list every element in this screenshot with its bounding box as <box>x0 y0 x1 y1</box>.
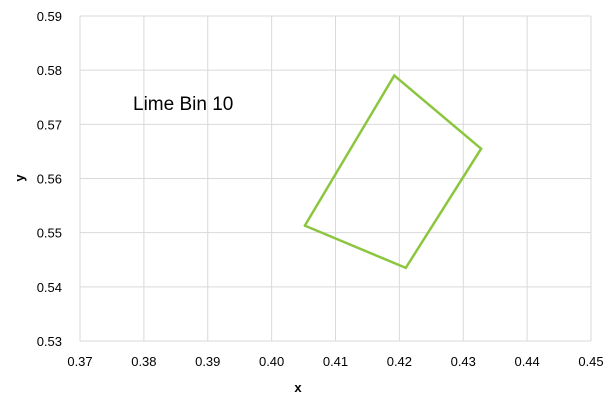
x-tick-label: 0.39 <box>195 354 220 369</box>
x-tick-label: 0.42 <box>387 354 412 369</box>
data-point-2 <box>479 147 483 150</box>
data-point-4 <box>303 224 307 227</box>
y-tick-label: 0.55 <box>37 226 62 241</box>
x-tick-labels: 0.37 0.38 0.39 0.40 0.41 0.42 0.43 0.44 0.45 <box>67 354 603 369</box>
data-point-1 <box>393 74 396 77</box>
x-axis-title: x <box>294 380 302 395</box>
y-tick-label: 0.57 <box>37 117 62 132</box>
grid <box>79 15 592 342</box>
y-tick-label: 0.53 <box>37 334 62 349</box>
x-tick-label: 0.45 <box>578 354 603 369</box>
series-layer <box>303 73 483 270</box>
data-point-3 <box>404 266 407 270</box>
x-tick-label: 0.44 <box>514 354 539 369</box>
chart-annotation: Lime Bin 10 <box>133 94 233 115</box>
series-line-0 <box>303 73 483 270</box>
x-tick-label: 0.37 <box>67 354 92 369</box>
x-tick-label: 0.38 <box>131 354 156 369</box>
y-tick-label: 0.56 <box>37 172 62 187</box>
y-tick-labels: 0.53 0.54 0.55 0.56 0.57 0.58 0.59 <box>37 9 62 349</box>
y-tick-label: 0.59 <box>37 9 62 24</box>
y-axis-title: y <box>12 174 27 182</box>
x-tick-label: 0.43 <box>451 354 476 369</box>
x-tick-label: 0.41 <box>323 354 348 369</box>
x-tick-label: 0.40 <box>259 354 284 369</box>
y-tick-label: 0.58 <box>37 63 62 78</box>
y-tick-label: 0.54 <box>37 280 62 295</box>
